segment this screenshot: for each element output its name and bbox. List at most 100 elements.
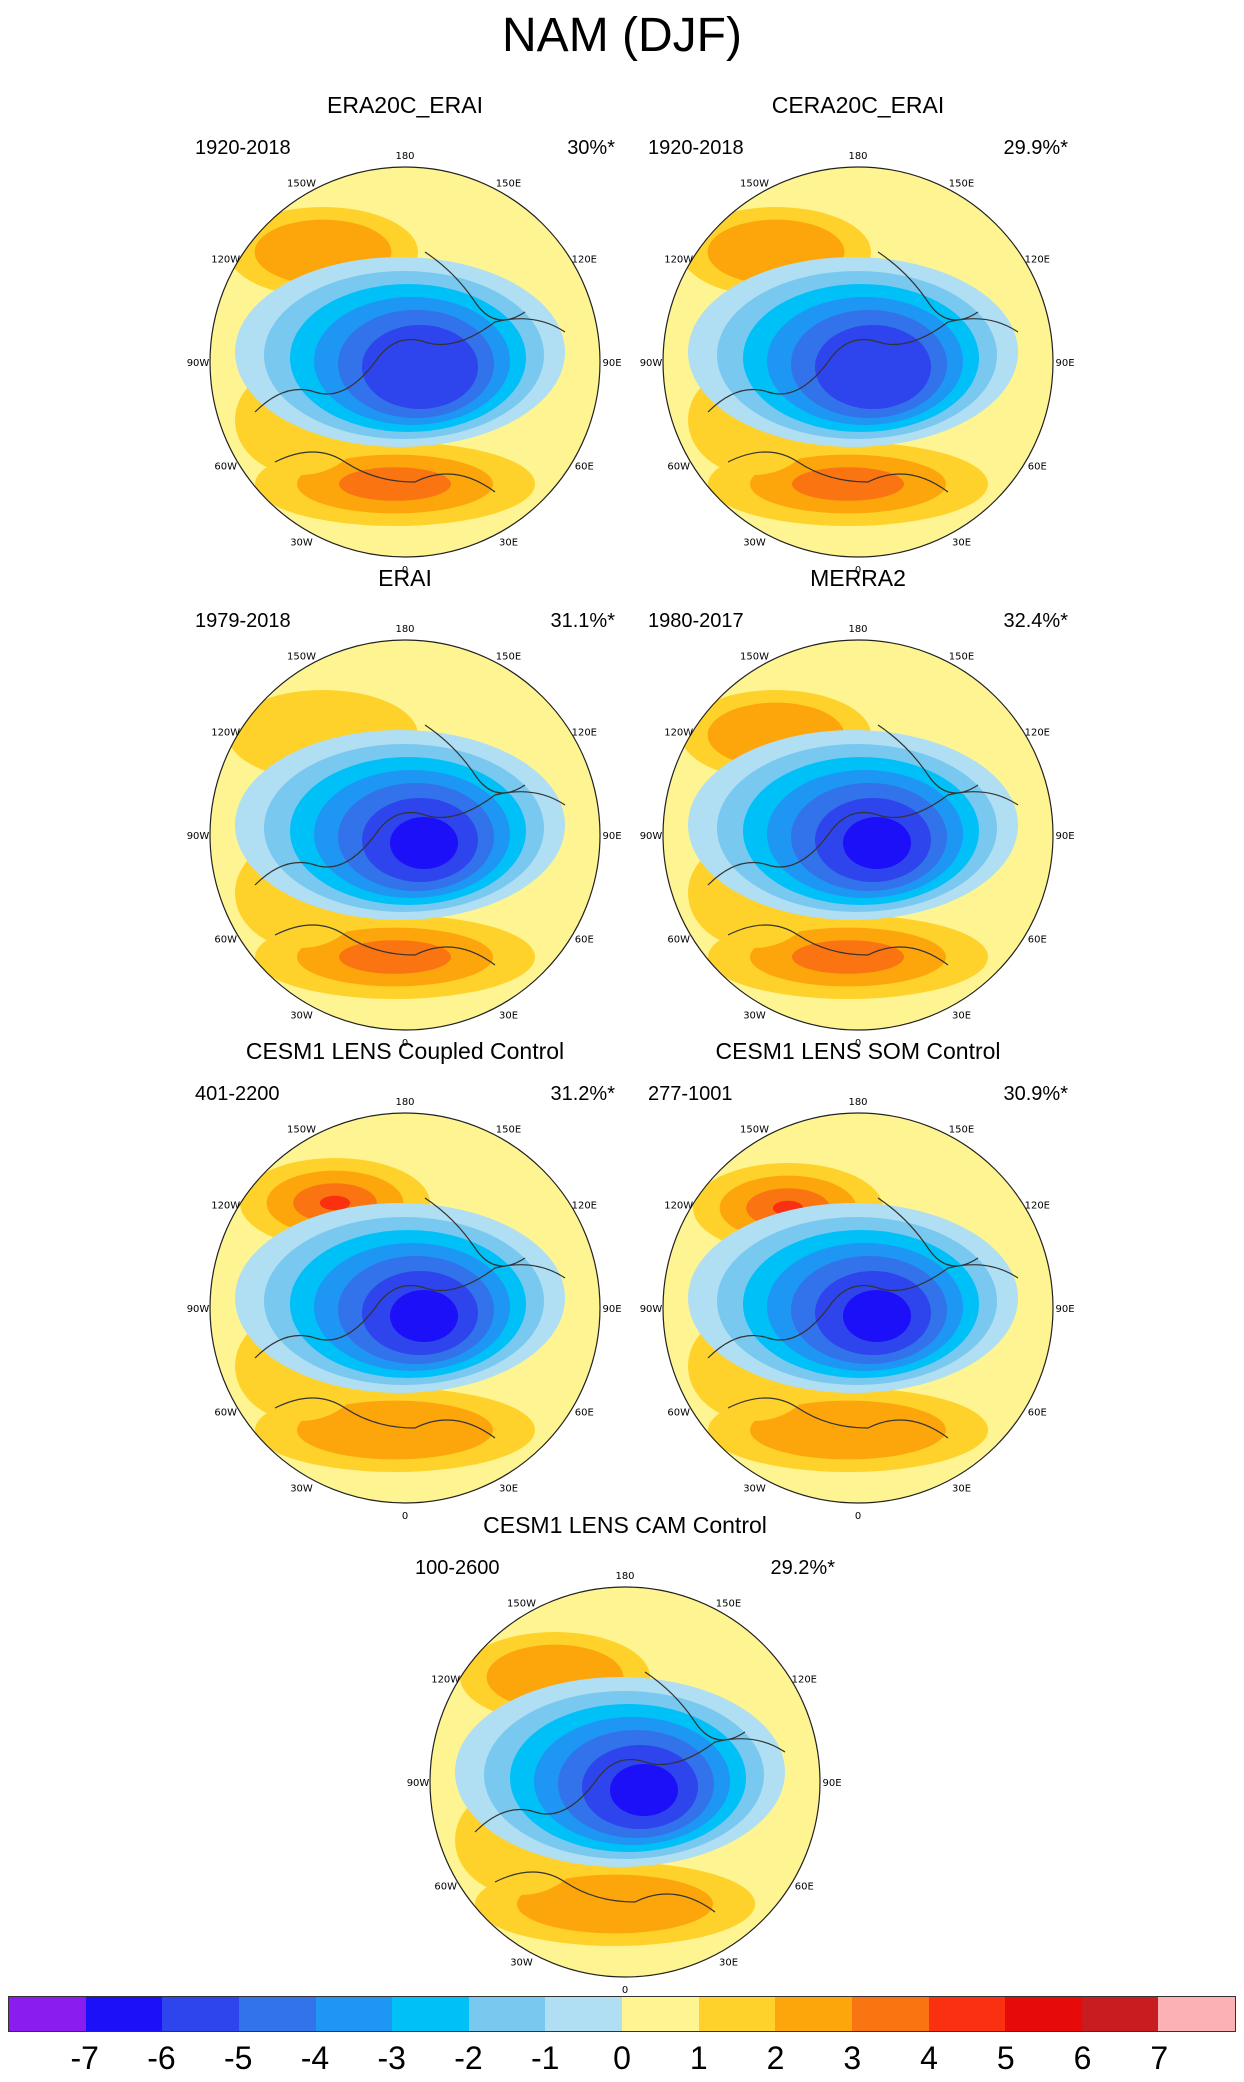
- longitude-label: 150E: [496, 652, 521, 663]
- longitude-label: 180: [848, 151, 867, 162]
- longitude-label: 150E: [949, 179, 974, 190]
- colorbar-swatch: [545, 1997, 622, 2031]
- pacific-anomaly: [319, 1195, 351, 1211]
- longitude-label: 120E: [1025, 255, 1050, 266]
- longitude-label: 30W: [290, 1483, 313, 1494]
- longitude-label: 90E: [1055, 358, 1074, 369]
- longitude-label: 120E: [572, 255, 597, 266]
- panel-title: CESM1 LENS Coupled Control: [245, 1038, 565, 1064]
- atlantic-anomaly: [339, 940, 451, 974]
- map-border: [662, 1112, 1054, 1504]
- longitude-label: 120W: [211, 255, 240, 266]
- longitude-label: 30W: [290, 1010, 313, 1021]
- longitude-label: 90E: [1055, 1304, 1074, 1315]
- colorbar-swatch: [9, 1997, 86, 2031]
- colorbar-swatch: [928, 1997, 1006, 2031]
- longitude-label: 150W: [507, 1599, 536, 1610]
- colorbar-tick-label: 1: [689, 2040, 708, 2076]
- longitude-label: 0: [855, 1038, 861, 1049]
- longitude-label: 180: [395, 1097, 414, 1108]
- colorbar-swatch: [1005, 1997, 1082, 2031]
- longitude-label: 150W: [287, 652, 316, 663]
- map-border: [662, 166, 1054, 558]
- panel-period: 1979-2018: [195, 610, 291, 632]
- panel-variance: 29.2%*: [770, 1557, 836, 1579]
- arctic-anomaly: [843, 1290, 911, 1342]
- longitude-label: 30W: [510, 1957, 533, 1968]
- panel-title: MERRA2: [810, 565, 906, 591]
- longitude-label: 120E: [1025, 1201, 1050, 1212]
- longitude-labels: 180 150E 120E 90E 60E 30E 0 30W 60W 90W 120W 150W: [187, 1097, 622, 1522]
- longitude-label: 30W: [743, 1010, 766, 1021]
- colorbar-swatch: [622, 1997, 699, 2031]
- colorbar-tick-label: -3: [377, 2040, 406, 2076]
- longitude-label: 90W: [640, 1304, 663, 1315]
- longitude-label: 90W: [187, 831, 210, 842]
- atlantic-anomaly: [750, 1400, 946, 1460]
- atlantic-anomaly: [792, 940, 904, 974]
- polar-map: [662, 166, 1054, 558]
- longitude-label: 60W: [667, 1408, 690, 1419]
- longitude-label: 30E: [499, 537, 518, 548]
- colorbar-swatch: [851, 1997, 929, 2031]
- longitude-label: 90E: [1055, 831, 1074, 842]
- colorbar-swatch: [85, 1997, 163, 2031]
- arctic-anomaly: [843, 817, 911, 869]
- panel-title: ERAI: [378, 565, 432, 591]
- panel-title: ERA20C_ERAI: [327, 92, 483, 118]
- longitude-label: 60W: [214, 935, 237, 946]
- longitude-label: 60W: [214, 1408, 237, 1419]
- longitude-label: 120E: [792, 1675, 817, 1686]
- colorbar-swatch: [1158, 1997, 1235, 2031]
- panel-variance: 32.4%*: [1003, 610, 1069, 632]
- colorbar-swatch: [315, 1997, 393, 2031]
- longitude-label: 180: [395, 151, 414, 162]
- map-border: [429, 1586, 821, 1978]
- longitude-label: 60E: [1028, 935, 1047, 946]
- arctic-anomaly: [390, 817, 458, 869]
- longitude-label: 90W: [640, 358, 663, 369]
- map-panel: MERRA2 1980-2017 32.4%* 180 150E 120E 90E 60E 30…: [640, 565, 1075, 1049]
- colorbar-tick-label: 3: [843, 2040, 862, 2076]
- coastline: [254, 251, 566, 493]
- colorbar: [8, 1996, 1236, 2032]
- coastline: [254, 1197, 566, 1439]
- panel-variance: 31.1%*: [550, 610, 616, 632]
- panel-period: 1920-2018: [195, 137, 291, 159]
- colorbar-tick-label: 2: [766, 2040, 785, 2076]
- panel-variance: 30.9%*: [1003, 1083, 1069, 1105]
- longitude-label: 150W: [740, 179, 769, 190]
- longitude-label: 60W: [214, 462, 237, 473]
- longitude-label: 180: [615, 1571, 634, 1582]
- colorbar-swatch: [1081, 1997, 1159, 2031]
- longitude-label: 90W: [187, 1304, 210, 1315]
- coastline: [254, 724, 566, 966]
- coastline: [707, 1197, 1019, 1439]
- longitude-label: 150W: [287, 1125, 316, 1136]
- longitude-label: 120E: [1025, 728, 1050, 739]
- atlantic-anomaly: [297, 1400, 493, 1460]
- longitude-label: 150W: [740, 652, 769, 663]
- longitude-label: 150E: [496, 179, 521, 190]
- colorbar-tick-label: 0: [613, 2040, 631, 2076]
- longitude-labels: 180 150E 120E 90E 60E 30E 0 30W 60W 90W 120W 150W: [187, 624, 622, 1049]
- map-panel: CESM1 LENS SOM Control 277-1001 30.9%* 180 1…: [640, 1038, 1075, 1522]
- colorbar-swatch: [468, 1997, 546, 2031]
- longitude-label: 120W: [664, 728, 693, 739]
- atlantic-anomaly: [339, 467, 451, 501]
- map-border: [209, 1112, 601, 1504]
- longitude-label: 60W: [667, 935, 690, 946]
- panel-period: 1920-2018: [648, 137, 744, 159]
- longitude-label: 150W: [740, 1125, 769, 1136]
- atlantic-anomaly: [792, 467, 904, 501]
- map-panel: CESM1 LENS Coupled Control 401-2200 31.2%*…: [187, 1038, 622, 1522]
- longitude-label: 30E: [719, 1957, 738, 1968]
- map-border: [209, 639, 601, 1031]
- longitude-label: 120E: [572, 728, 597, 739]
- longitude-labels: 180 150E 120E 90E 60E 30E 0 30W 60W 90W 120W 150W: [640, 624, 1075, 1049]
- longitude-label: 90W: [187, 358, 210, 369]
- colorbar-tick-label: -6: [147, 2040, 176, 2076]
- longitude-label: 180: [395, 624, 414, 635]
- longitude-label: 90E: [822, 1778, 841, 1789]
- longitude-labels: 180 150E 120E 90E 60E 30E 0 30W 60W 90W 120W 150W: [187, 151, 622, 576]
